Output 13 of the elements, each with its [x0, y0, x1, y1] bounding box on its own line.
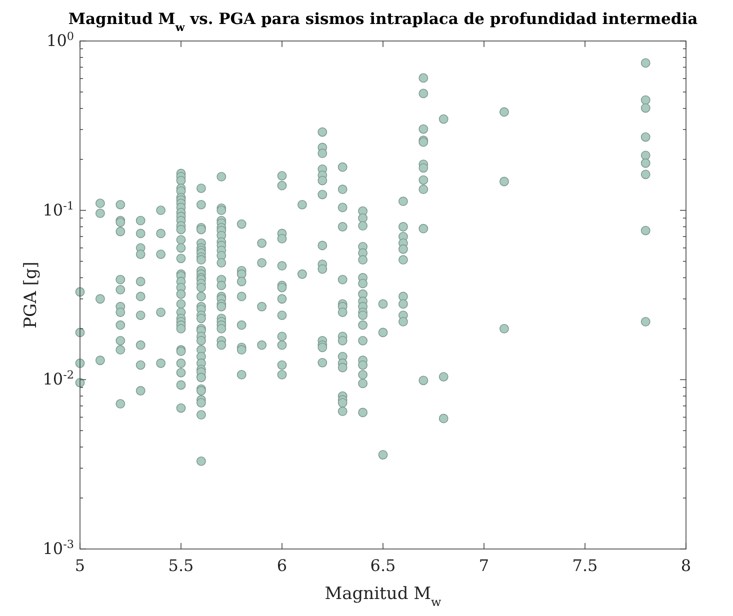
x-tick-label: 5: [74, 556, 86, 575]
x-tick-label: 8: [680, 556, 692, 575]
y-tick-label: 10$^{-1}$: [42, 198, 74, 220]
x-tick-label: 7.5: [572, 556, 598, 575]
x-axis-title: Magnitud M$_{w}$: [324, 584, 442, 609]
x-tick-label: 5.5: [168, 556, 194, 575]
y-axis-title: PGA [g]: [21, 262, 41, 328]
x-tick-label: 6: [276, 556, 288, 575]
y-tick-label: 10$^{-2}$: [42, 368, 74, 389]
x-tick-label: 6.5: [370, 556, 396, 575]
y-tick-label: 10$^{-3}$: [42, 538, 74, 558]
x-tick-label: 7: [478, 556, 490, 575]
y-tick-label: 10$^{0}$: [46, 30, 74, 50]
